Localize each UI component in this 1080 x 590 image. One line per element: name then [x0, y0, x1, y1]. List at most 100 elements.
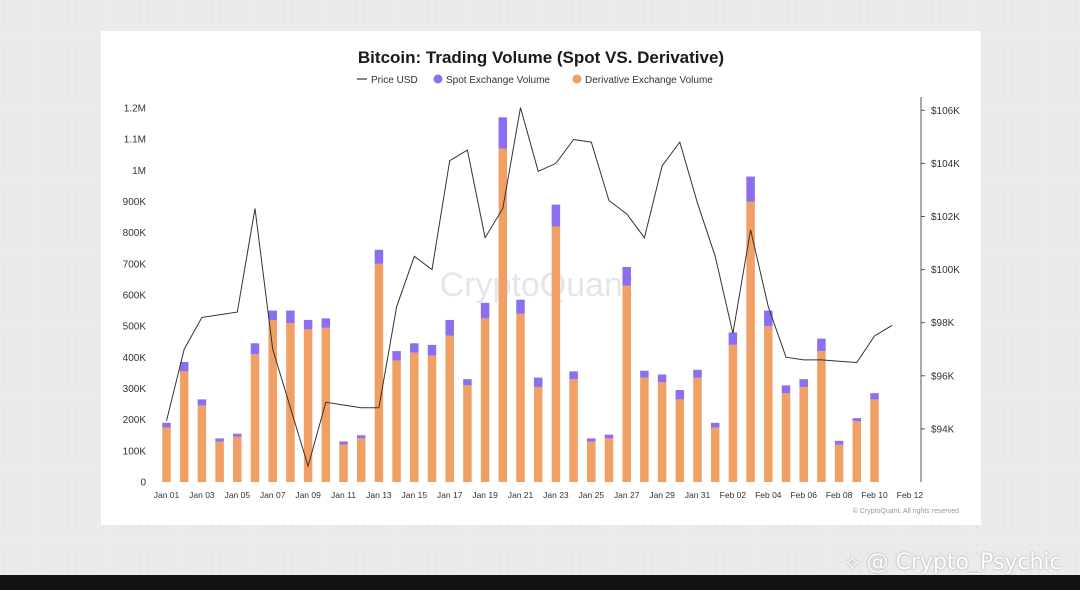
left-tick-label: 0 [140, 478, 146, 489]
spot-bar [356, 435, 366, 439]
x-tick-label: Jan 09 [295, 490, 321, 500]
derivative-bar [445, 335, 454, 482]
x-tick-label: Jan 29 [649, 490, 675, 500]
derivative-bar [640, 377, 649, 482]
derivative-bar [215, 441, 224, 482]
spot-bar [179, 362, 189, 372]
derivative-bar [587, 441, 596, 482]
chart-svg: CryptoQuant Bitcoin: Trading Volume (Spo… [123, 48, 961, 515]
derivative-bar [622, 285, 631, 482]
spot-bar [604, 434, 614, 439]
spot-bar [480, 302, 490, 319]
derivative-bar [498, 148, 508, 482]
legend-item-derivative: Derivative Exchange Volume [585, 75, 713, 86]
right-tick-label: $98K [931, 318, 955, 329]
left-tick-label: 600K [123, 291, 147, 302]
spot-bar [781, 385, 791, 394]
spot-bar [392, 351, 401, 361]
derivative-bar [410, 352, 419, 482]
chart-title: Bitcoin: Trading Volume (Spot VS. Deriva… [358, 48, 724, 67]
derivative-bar [852, 421, 862, 482]
x-tick-label: Feb 02 [720, 490, 747, 500]
spot-bar [799, 379, 808, 387]
right-tick-label: $104K [931, 159, 960, 170]
legend-spot-dot-icon [433, 74, 443, 84]
derivative-bar [268, 319, 277, 482]
spot-bar [587, 438, 596, 442]
x-tick-label: Jan 01 [154, 490, 180, 500]
legend-derivative-dot-icon [572, 74, 582, 84]
spot-bar [321, 318, 331, 328]
spot-bar [268, 310, 277, 320]
derivative-bar [710, 427, 720, 482]
spot-bar [693, 369, 702, 378]
spot-bar [427, 344, 437, 356]
spot-bar [533, 377, 543, 387]
x-tick-label: Jan 15 [402, 490, 428, 500]
x-tick-label: Jan 17 [437, 490, 463, 500]
left-tick-label: 400K [123, 353, 147, 364]
x-tick-label: Jan 19 [472, 490, 498, 500]
derivative-bar [569, 379, 578, 482]
spot-bar [852, 418, 862, 422]
derivative-bar [480, 318, 490, 482]
bar-series [162, 117, 879, 482]
spot-bar [516, 299, 525, 314]
derivative-bar [321, 327, 331, 482]
spot-bar [870, 393, 879, 400]
overlay-handle: @ Crypto_Psychic [866, 550, 1062, 575]
right-tick-label: $106K [931, 106, 960, 117]
spot-bar [162, 422, 171, 428]
x-tick-label: Feb 04 [755, 490, 782, 500]
derivative-bar [286, 323, 295, 482]
spot-bar [817, 338, 826, 352]
spot-bar [197, 399, 207, 406]
spot-bar [410, 343, 419, 353]
left-tick-label: 900K [123, 197, 147, 208]
left-tick-label: 200K [123, 415, 147, 426]
spot-bar [374, 249, 384, 264]
right-tick-label: $96K [931, 371, 955, 382]
derivative-bar [764, 326, 773, 482]
x-tick-label: Jan 25 [579, 490, 605, 500]
derivative-bar [728, 344, 738, 482]
derivative-bar [870, 399, 879, 482]
chart-card: CryptoQuant Bitcoin: Trading Volume (Spo… [101, 31, 981, 525]
x-tick-label: Feb 12 [897, 490, 924, 500]
spot-bar [463, 379, 472, 386]
derivative-bar [834, 444, 844, 482]
x-tick-label: Jan 11 [331, 490, 356, 500]
right-axis: $94K $96K $98K $100K $102K $104K $106K [921, 106, 960, 435]
right-tick-label: $102K [931, 212, 960, 223]
chart-watermark: CryptoQuant [440, 266, 633, 304]
derivative-bar [233, 436, 242, 482]
left-tick-label: 100K [123, 446, 147, 457]
derivative-bar [817, 351, 826, 482]
left-tick-label: 500K [123, 322, 147, 333]
derivative-bar [463, 385, 472, 482]
derivative-bar [675, 399, 685, 482]
derivative-bar [533, 386, 543, 482]
derivative-bar [746, 201, 755, 482]
derivative-bar [604, 438, 614, 482]
derivative-bar [162, 427, 171, 482]
derivative-bar [356, 438, 366, 482]
chart-legend: Price USD Spot Exchange Volume Derivativ… [357, 74, 713, 86]
spot-bar [728, 332, 738, 345]
left-tick-label: 300K [123, 384, 147, 395]
derivative-bar [339, 444, 348, 482]
bottom-bar [0, 575, 1080, 590]
left-tick-label: 800K [123, 228, 147, 239]
left-tick-label: 1.1M [124, 135, 146, 146]
derivative-bar [427, 355, 437, 482]
legend-item-price: Price USD [371, 75, 418, 86]
x-tick-label: Jan 21 [508, 490, 534, 500]
overlay-watermark: ⟡ @ Crypto_Psychic [845, 550, 1062, 575]
spot-bar [834, 440, 844, 445]
spot-bar [551, 204, 561, 227]
left-axis: 0 100K 200K 300K 400K 500K 600K 700K 800K 900K 1M 1… [123, 104, 147, 489]
spot-bar [746, 176, 755, 202]
x-tick-label: Jan 05 [225, 490, 251, 500]
left-tick-label: 1M [132, 166, 146, 177]
x-tick-label: Jan 27 [614, 490, 640, 500]
